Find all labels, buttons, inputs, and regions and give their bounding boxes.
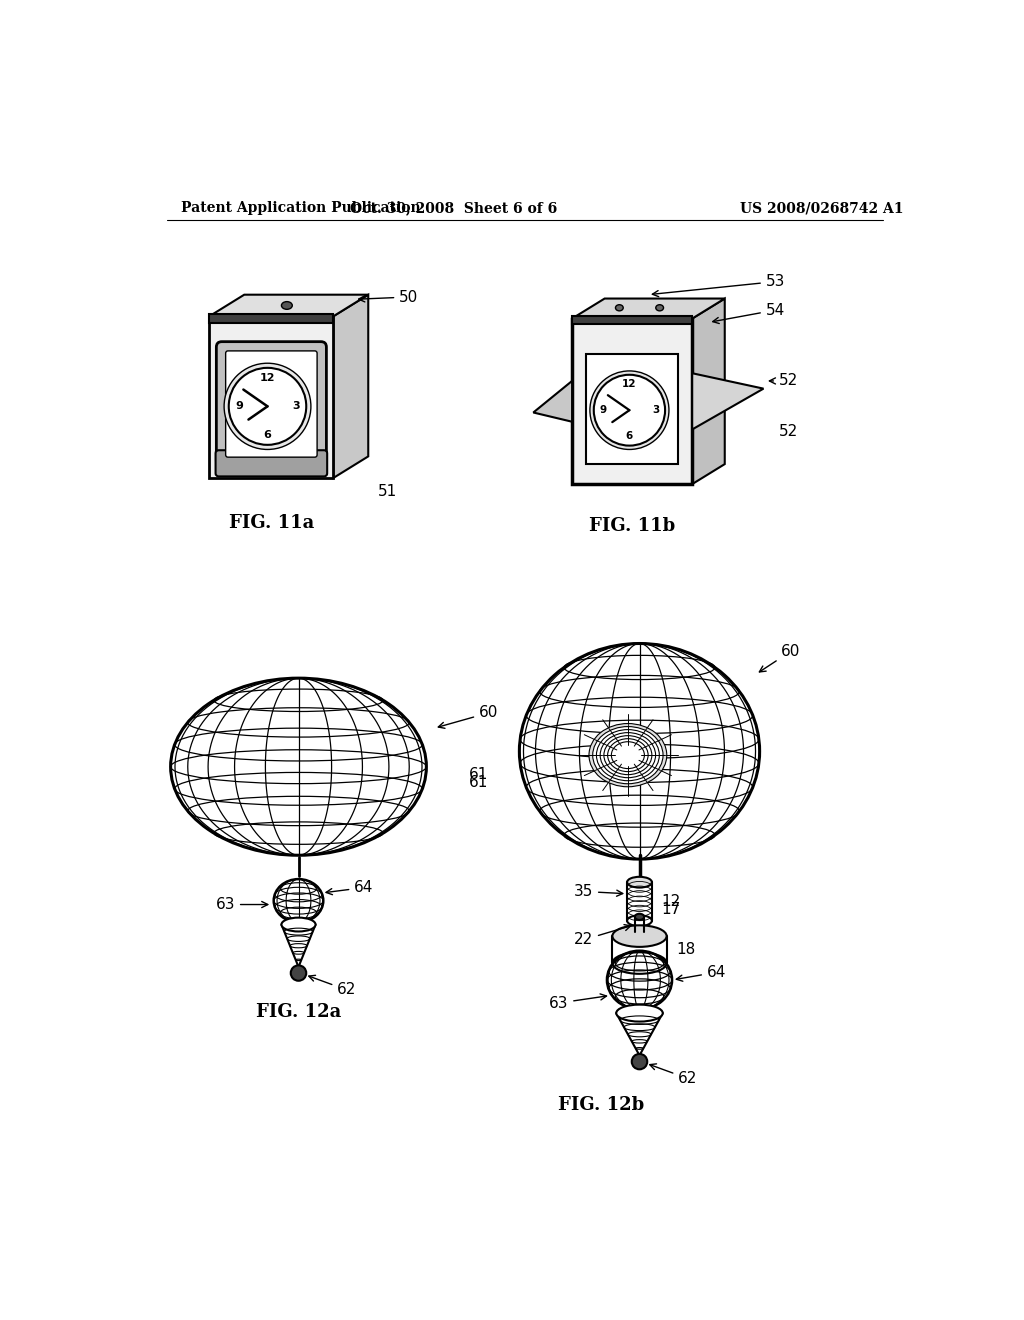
- Ellipse shape: [600, 733, 655, 777]
- Text: Oct. 30, 2008  Sheet 6 of 6: Oct. 30, 2008 Sheet 6 of 6: [350, 202, 557, 215]
- Ellipse shape: [607, 950, 672, 1010]
- Ellipse shape: [282, 302, 292, 309]
- Polygon shape: [692, 298, 725, 484]
- Bar: [572, 317, 692, 323]
- Text: 52: 52: [769, 374, 799, 388]
- Text: 51: 51: [378, 484, 397, 499]
- Ellipse shape: [282, 917, 315, 932]
- Ellipse shape: [627, 876, 652, 887]
- Ellipse shape: [291, 965, 306, 981]
- Ellipse shape: [589, 723, 667, 787]
- Text: 3: 3: [652, 405, 659, 416]
- Ellipse shape: [615, 305, 624, 312]
- Text: 9: 9: [599, 405, 606, 416]
- Text: 3: 3: [293, 401, 300, 412]
- Ellipse shape: [616, 1005, 663, 1022]
- Text: 54: 54: [713, 302, 785, 323]
- Text: 62: 62: [650, 1064, 697, 1086]
- Text: 12: 12: [662, 894, 681, 909]
- Ellipse shape: [590, 371, 669, 449]
- Text: 35: 35: [573, 884, 623, 899]
- Polygon shape: [334, 294, 369, 478]
- Text: 63: 63: [549, 994, 606, 1011]
- Ellipse shape: [593, 726, 664, 784]
- Polygon shape: [572, 318, 692, 484]
- Ellipse shape: [627, 915, 652, 927]
- Text: 61: 61: [469, 775, 488, 789]
- Text: 6: 6: [263, 430, 271, 440]
- Text: 17: 17: [662, 902, 681, 916]
- Ellipse shape: [594, 375, 665, 446]
- Polygon shape: [692, 374, 764, 429]
- Ellipse shape: [604, 735, 652, 775]
- Text: 64: 64: [326, 880, 374, 895]
- Text: FIG. 12a: FIG. 12a: [256, 1003, 341, 1020]
- Text: US 2008/0268742 A1: US 2008/0268742 A1: [740, 202, 904, 215]
- Ellipse shape: [228, 368, 306, 445]
- Text: 52: 52: [779, 424, 799, 440]
- Text: FIG. 12b: FIG. 12b: [558, 1097, 644, 1114]
- Text: 12: 12: [623, 379, 637, 389]
- Text: 9: 9: [234, 401, 243, 412]
- Ellipse shape: [611, 742, 644, 768]
- Text: 60: 60: [760, 644, 801, 672]
- FancyBboxPatch shape: [216, 342, 327, 466]
- Polygon shape: [534, 381, 572, 422]
- Text: 61: 61: [469, 767, 488, 781]
- Text: FIG. 11a: FIG. 11a: [228, 513, 314, 532]
- Text: 50: 50: [358, 289, 419, 305]
- Ellipse shape: [655, 305, 664, 312]
- Ellipse shape: [632, 1053, 647, 1069]
- Bar: [586, 354, 678, 465]
- Polygon shape: [209, 317, 334, 478]
- Ellipse shape: [596, 730, 659, 780]
- FancyBboxPatch shape: [225, 351, 317, 457]
- Text: Patent Application Publication: Patent Application Publication: [180, 202, 420, 215]
- Polygon shape: [572, 298, 725, 318]
- Ellipse shape: [273, 879, 324, 923]
- Text: 53: 53: [652, 275, 785, 297]
- Text: FIG. 11b: FIG. 11b: [589, 517, 675, 536]
- Text: 6: 6: [626, 432, 633, 441]
- Text: 64: 64: [676, 965, 726, 981]
- Ellipse shape: [224, 363, 311, 449]
- Polygon shape: [209, 294, 369, 317]
- Ellipse shape: [612, 925, 667, 946]
- Text: 18: 18: [676, 941, 695, 957]
- Ellipse shape: [607, 739, 648, 772]
- Ellipse shape: [635, 913, 644, 920]
- FancyBboxPatch shape: [216, 450, 328, 477]
- Text: 22: 22: [573, 924, 631, 948]
- Text: 12: 12: [260, 372, 275, 383]
- Text: 62: 62: [309, 975, 356, 998]
- Text: 60: 60: [438, 705, 499, 729]
- Bar: [209, 314, 334, 323]
- Text: 63: 63: [215, 898, 268, 912]
